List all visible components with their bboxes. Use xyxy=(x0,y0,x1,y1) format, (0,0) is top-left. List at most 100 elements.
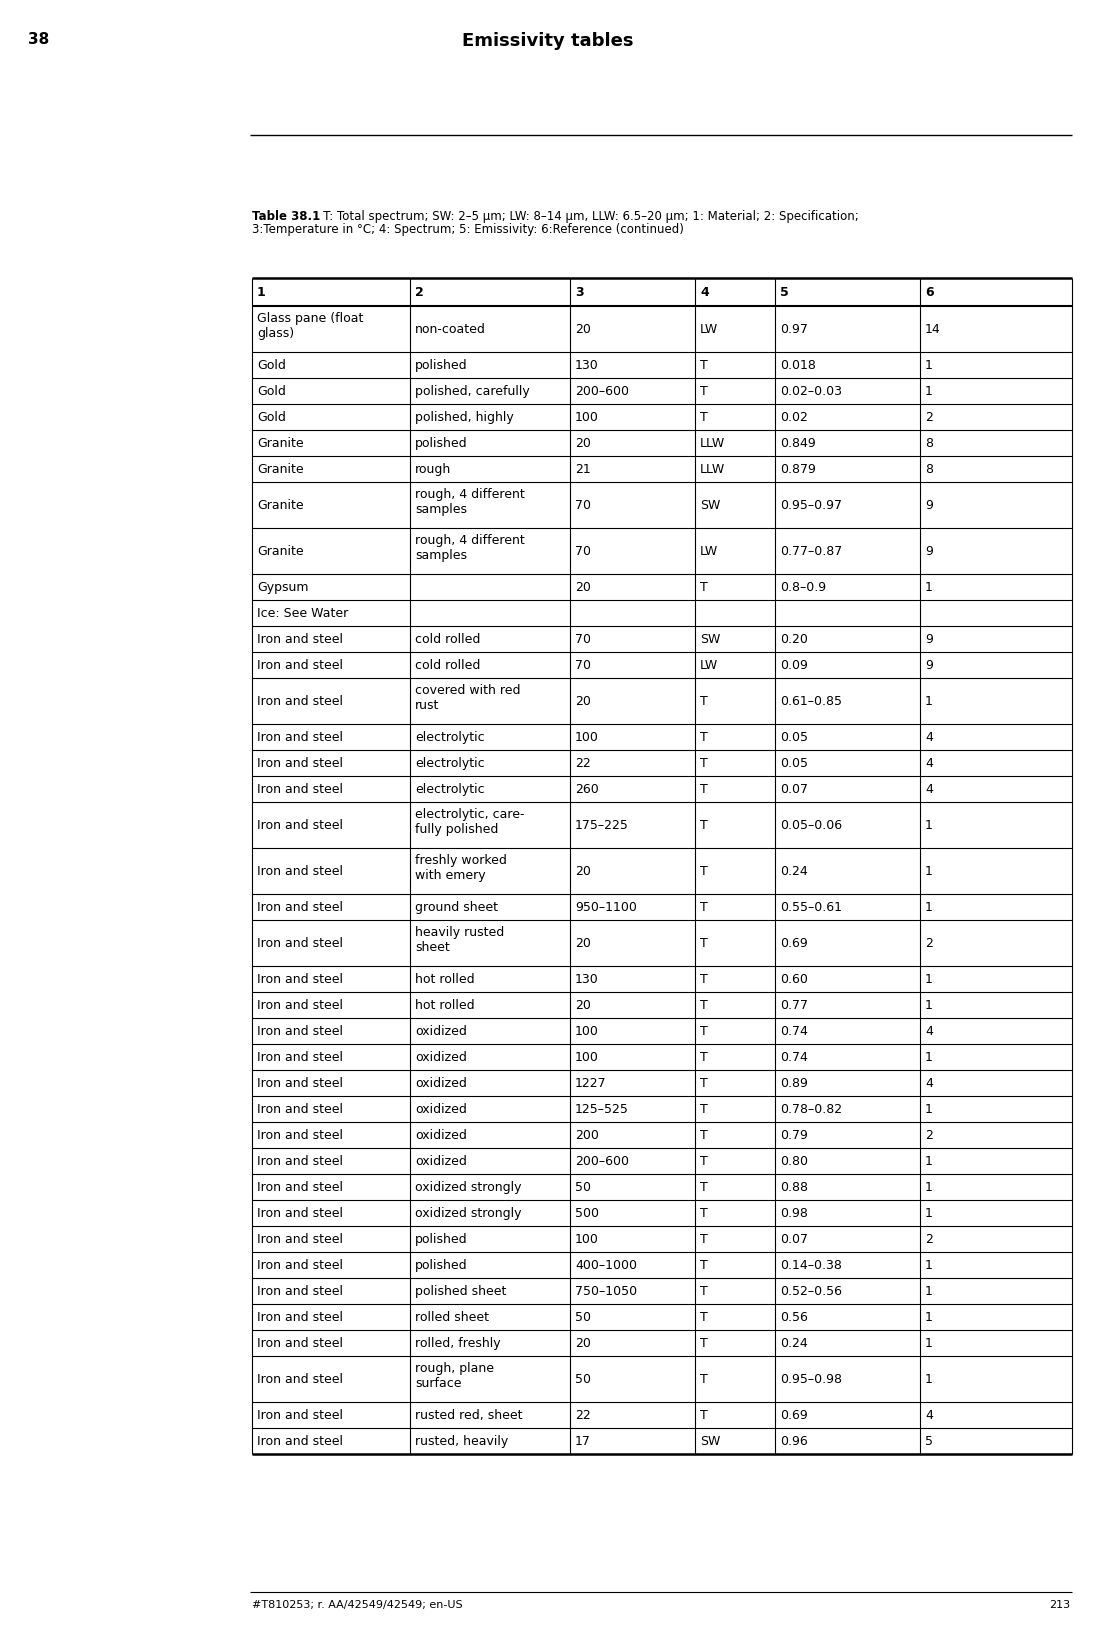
Text: polished: polished xyxy=(415,1233,468,1246)
Text: T: T xyxy=(700,1051,708,1063)
Text: 0.89: 0.89 xyxy=(780,1076,808,1089)
Text: Iron and steel: Iron and steel xyxy=(256,1128,343,1141)
Text: T: T xyxy=(700,731,708,744)
Text: 0.05: 0.05 xyxy=(780,757,808,770)
Text: 0.80: 0.80 xyxy=(780,1154,808,1167)
Text: 4: 4 xyxy=(925,731,933,744)
Text: 21: 21 xyxy=(575,463,591,476)
Text: rough, 4 different: rough, 4 different xyxy=(415,535,525,548)
Text: T: T xyxy=(700,695,708,708)
Text: T: T xyxy=(700,819,708,832)
Text: non-coated: non-coated xyxy=(415,322,486,335)
Text: surface: surface xyxy=(415,1377,461,1390)
Text: SW: SW xyxy=(700,499,720,512)
Text: 4: 4 xyxy=(925,1076,933,1089)
Text: Iron and steel: Iron and steel xyxy=(256,695,343,708)
Text: polished: polished xyxy=(415,437,468,450)
Text: 5: 5 xyxy=(780,286,789,299)
Text: 0.02–0.03: 0.02–0.03 xyxy=(780,384,842,397)
Text: cold rolled: cold rolled xyxy=(415,633,480,646)
Text: 1: 1 xyxy=(925,1285,933,1298)
Text: T: T xyxy=(700,1233,708,1246)
Text: 1: 1 xyxy=(925,1259,933,1272)
Text: Glass pane (float: Glass pane (float xyxy=(256,312,364,325)
Text: 130: 130 xyxy=(575,973,598,986)
Text: 0.24: 0.24 xyxy=(780,865,808,878)
Text: 125–525: 125–525 xyxy=(575,1102,629,1115)
Text: 100: 100 xyxy=(575,1233,598,1246)
Text: T: T xyxy=(700,1076,708,1089)
Text: 70: 70 xyxy=(575,659,591,672)
Text: Iron and steel: Iron and steel xyxy=(256,865,343,878)
Text: Granite: Granite xyxy=(256,544,304,558)
Text: 213: 213 xyxy=(1049,1601,1070,1610)
Text: 1: 1 xyxy=(925,865,933,878)
Text: 0.88: 0.88 xyxy=(780,1180,808,1194)
Text: heavily rusted: heavily rusted xyxy=(415,925,504,938)
Text: Gypsum: Gypsum xyxy=(256,580,308,594)
Text: 38: 38 xyxy=(28,33,49,47)
Text: 20: 20 xyxy=(575,999,591,1012)
Text: Iron and steel: Iron and steel xyxy=(256,757,343,770)
Text: T: T xyxy=(700,783,708,796)
Text: T: T xyxy=(700,1336,708,1349)
Text: rough, 4 different: rough, 4 different xyxy=(415,487,525,500)
Text: 0.69: 0.69 xyxy=(780,1408,808,1421)
Text: 8: 8 xyxy=(925,437,933,450)
Text: rough: rough xyxy=(415,463,452,476)
Text: 0.07: 0.07 xyxy=(780,1233,808,1246)
Text: hot rolled: hot rolled xyxy=(415,973,475,986)
Text: 175–225: 175–225 xyxy=(575,819,629,832)
Text: T: T xyxy=(700,1372,708,1385)
Text: 0.77: 0.77 xyxy=(780,999,808,1012)
Text: oxidized: oxidized xyxy=(415,1128,467,1141)
Text: Table 38.1: Table 38.1 xyxy=(252,209,320,222)
Text: 0.79: 0.79 xyxy=(780,1128,808,1141)
Text: Iron and steel: Iron and steel xyxy=(256,1233,343,1246)
Text: polished sheet: polished sheet xyxy=(415,1285,506,1298)
Text: 260: 260 xyxy=(575,783,598,796)
Text: 6: 6 xyxy=(925,286,934,299)
Text: Iron and steel: Iron and steel xyxy=(256,973,343,986)
Text: 0.018: 0.018 xyxy=(780,358,815,371)
Text: 2: 2 xyxy=(925,937,933,950)
Text: 0.96: 0.96 xyxy=(780,1434,808,1447)
Text: oxidized: oxidized xyxy=(415,1154,467,1167)
Text: electrolytic: electrolytic xyxy=(415,731,484,744)
Text: T: T xyxy=(700,1259,708,1272)
Text: 9: 9 xyxy=(925,633,933,646)
Text: Ice: See Water: Ice: See Water xyxy=(256,607,349,620)
Text: ground sheet: ground sheet xyxy=(415,901,498,914)
Text: 0.02: 0.02 xyxy=(780,410,808,423)
Text: 2: 2 xyxy=(925,1128,933,1141)
Text: 200–600: 200–600 xyxy=(575,1154,629,1167)
Text: 50: 50 xyxy=(575,1311,591,1323)
Text: 0.95–0.97: 0.95–0.97 xyxy=(780,499,842,512)
Text: Iron and steel: Iron and steel xyxy=(256,1051,343,1063)
Text: 0.60: 0.60 xyxy=(780,973,808,986)
Text: polished: polished xyxy=(415,1259,468,1272)
Text: T: T xyxy=(700,1102,708,1115)
Text: T: T xyxy=(700,937,708,950)
Text: 0.09: 0.09 xyxy=(780,659,808,672)
Text: 1: 1 xyxy=(925,1311,933,1323)
Text: 1: 1 xyxy=(925,1102,933,1115)
Text: 4: 4 xyxy=(925,757,933,770)
Text: oxidized: oxidized xyxy=(415,1076,467,1089)
Text: 5: 5 xyxy=(925,1434,933,1447)
Text: LW: LW xyxy=(700,659,718,672)
Text: 0.74: 0.74 xyxy=(780,1025,808,1038)
Text: T: T xyxy=(700,358,708,371)
Text: Iron and steel: Iron and steel xyxy=(256,1372,343,1385)
Text: 400–1000: 400–1000 xyxy=(575,1259,637,1272)
Text: 1: 1 xyxy=(925,973,933,986)
Text: Granite: Granite xyxy=(256,463,304,476)
Text: 200: 200 xyxy=(575,1128,598,1141)
Text: 1: 1 xyxy=(256,286,265,299)
Text: glass): glass) xyxy=(256,327,294,340)
Text: freshly worked: freshly worked xyxy=(415,853,506,867)
Text: Iron and steel: Iron and steel xyxy=(256,1285,343,1298)
Text: LW: LW xyxy=(700,322,718,335)
Text: 1: 1 xyxy=(925,358,933,371)
Text: 0.97: 0.97 xyxy=(780,322,808,335)
